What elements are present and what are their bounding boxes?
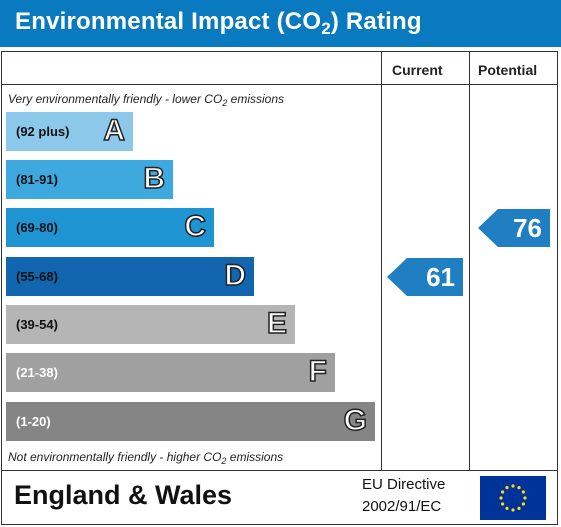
current-arrow-shape	[387, 258, 463, 296]
band-range-label: (92 plus)	[16, 124, 70, 139]
eu-star-icon	[521, 502, 525, 506]
eu-star-icon	[499, 496, 503, 500]
rating-band-e: (39-54) E	[6, 305, 295, 344]
eu-flag-icon	[480, 476, 546, 520]
band-range-label: (21-38)	[16, 365, 58, 380]
band-range-label: (81-91)	[16, 172, 58, 187]
column-header-potential: Potential	[478, 62, 538, 78]
band-letter: F	[308, 354, 328, 389]
potential-rating-value: 76	[513, 213, 542, 243]
eu-star-icon	[505, 506, 509, 510]
footer-divider	[1, 470, 558, 471]
eu-star-icon	[523, 496, 527, 500]
band-range-label: (55-68)	[16, 269, 58, 284]
directive-line-1: EU Directive	[362, 476, 446, 493]
note-bottom: Not environmentally friendly - higher CO…	[8, 450, 284, 466]
rating-band-d: (55-68) D	[6, 257, 254, 296]
column-header-current: Current	[392, 62, 443, 78]
current-rating-value: 61	[426, 262, 455, 292]
eu-star-icon	[521, 490, 525, 494]
band-letter: A	[103, 113, 126, 148]
eu-star-icon	[505, 486, 509, 490]
eu-star-icon	[511, 484, 515, 488]
band-range-label: (69-80)	[16, 220, 58, 235]
column-divider-potential	[469, 51, 470, 471]
eu-star-icon	[517, 486, 521, 490]
band-letter: C	[184, 209, 207, 244]
band-letter: E	[266, 306, 288, 341]
eu-star-icon	[511, 508, 515, 512]
header-row-divider	[1, 84, 558, 85]
current-rating-arrow: 61	[387, 258, 463, 296]
eu-star-icon	[501, 502, 505, 506]
rating-band-b: (81-91) B	[6, 160, 173, 199]
rating-band-a: (92 plus) A	[6, 112, 133, 151]
rating-band-g: (1-20) G	[6, 402, 375, 441]
potential-rating-arrow: 76	[478, 209, 550, 247]
band-letter: G	[343, 403, 368, 438]
chart-title: Environmental Impact (CO2) Rating	[15, 8, 422, 38]
directive-line-2: 2002/91/EC	[362, 498, 442, 515]
potential-arrow-shape	[478, 209, 550, 247]
band-range-label: (1-20)	[16, 414, 51, 429]
header-bar: Environmental Impact (CO2) Rating	[0, 0, 561, 47]
band-letter: D	[224, 258, 247, 293]
rating-band-c: (69-80) C	[6, 208, 214, 247]
note-top: Very environmentally friendly - lower CO…	[8, 92, 284, 108]
band-letter: B	[143, 161, 166, 196]
rating-band-f: (21-38) F	[6, 353, 335, 392]
eu-star-icon	[517, 506, 521, 510]
column-divider-current	[381, 51, 382, 471]
rating-frame	[1, 51, 558, 525]
region-label: England & Wales	[14, 480, 233, 510]
band-range-label: (39-54)	[16, 317, 58, 332]
eu-star-icon	[501, 490, 505, 494]
